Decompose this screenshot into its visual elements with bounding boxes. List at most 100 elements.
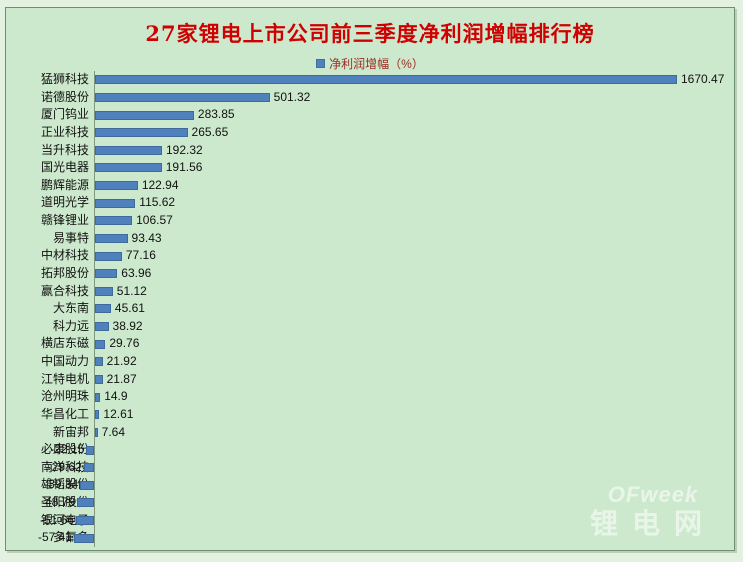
bar bbox=[95, 269, 118, 279]
bar bbox=[95, 75, 677, 85]
bar-row: 圣阳股份 -48.79 bbox=[6, 494, 734, 512]
value-label: -29.62 bbox=[47, 459, 82, 474]
bar bbox=[95, 251, 122, 261]
bar bbox=[95, 92, 270, 102]
category-label: 雄韬股份 bbox=[40, 477, 89, 492]
category-label: 易事特 bbox=[52, 230, 89, 245]
bar-row: 科力远 38.92 bbox=[6, 318, 734, 336]
category-label: 南洋科技 bbox=[40, 459, 89, 474]
category-label: 猛狮科技 bbox=[40, 72, 89, 86]
bar bbox=[95, 233, 128, 243]
bar bbox=[77, 498, 94, 508]
value-label: 93.43 bbox=[131, 230, 162, 245]
category-label: 沧州明珠 bbox=[40, 389, 89, 404]
bar bbox=[95, 216, 133, 226]
value-label: 106.57 bbox=[136, 213, 173, 228]
category-label: 中材科技 bbox=[40, 248, 89, 263]
value-label: -48.79 bbox=[40, 495, 76, 510]
category-label: 当升科技 bbox=[40, 142, 89, 157]
value-label: 63.96 bbox=[121, 265, 152, 280]
category-label: 国光电器 bbox=[40, 160, 89, 175]
value-label: 501.32 bbox=[273, 89, 311, 104]
value-label: 21.87 bbox=[106, 371, 137, 386]
value-label: 14.9 bbox=[104, 389, 128, 404]
bar-row: 当升科技 192.32 bbox=[6, 142, 734, 160]
value-label: -51.66 bbox=[39, 512, 75, 527]
bar bbox=[95, 163, 162, 173]
plot-area: 猛狮科技 1670.47 诺德股份 501.32 厦门钨业 283.85 正业科技 265.6… bbox=[6, 71, 734, 547]
value-label: 51.12 bbox=[116, 283, 147, 298]
category-label: 圣阳股份 bbox=[40, 495, 89, 510]
bar bbox=[95, 198, 136, 208]
value-label: 115.62 bbox=[139, 195, 176, 210]
category-label: 新宙邦 bbox=[52, 424, 89, 439]
value-label: 1670.47 bbox=[681, 72, 725, 86]
watermark: OFweek 锂电网 bbox=[590, 484, 716, 540]
value-label: 21.92 bbox=[106, 354, 137, 369]
category-axis-line bbox=[94, 71, 95, 547]
value-label: 45.61 bbox=[114, 301, 145, 316]
value-label: 38.92 bbox=[112, 318, 143, 333]
value-label: 29.76 bbox=[109, 336, 140, 351]
bar-row: 赣锋锂业 106.57 bbox=[6, 212, 734, 230]
watermark-site-name: 锂电网 bbox=[589, 508, 716, 539]
bar-row: 赢合科技 51.12 bbox=[6, 283, 734, 301]
bar bbox=[95, 322, 109, 332]
category-label: 华昌化工 bbox=[40, 406, 89, 421]
bar bbox=[95, 339, 106, 349]
bar bbox=[95, 357, 103, 367]
bar-row: 多氟多 -57.41 bbox=[6, 529, 734, 547]
category-label: 大东南 bbox=[52, 301, 89, 316]
category-label: 必康股份 bbox=[40, 442, 89, 457]
category-label: 道明光学 bbox=[40, 195, 89, 210]
category-label: 横店东磁 bbox=[40, 336, 89, 351]
value-label: 77.16 bbox=[125, 248, 156, 263]
bar bbox=[95, 145, 162, 155]
bar-row: 鹏辉能源 122.94 bbox=[6, 177, 734, 195]
watermark-brand: OFweek bbox=[607, 482, 699, 507]
bar-row: 国光电器 191.56 bbox=[6, 159, 734, 177]
bar-row: 猛狮科技 1670.47 bbox=[6, 71, 734, 89]
bar-row: 道明光学 115.62 bbox=[6, 194, 734, 212]
bar bbox=[95, 410, 100, 420]
bar-row: 雄韬股份 -39.34 bbox=[6, 476, 734, 494]
bar-row: 大东南 45.61 bbox=[6, 300, 734, 318]
chart-frame: 27家锂电上市公司前三季度净利润增幅排行榜 净利润增幅（%） 猛狮科技 1670.… bbox=[5, 7, 735, 551]
category-label: 赢合科技 bbox=[40, 283, 89, 298]
bar bbox=[95, 181, 138, 191]
category-label: 江特电机 bbox=[40, 371, 89, 386]
value-label: 122.94 bbox=[141, 177, 179, 192]
bar bbox=[95, 304, 111, 314]
legend-label: 净利润增幅（%） bbox=[329, 57, 424, 71]
bar bbox=[80, 480, 94, 490]
bar bbox=[86, 445, 94, 455]
bar bbox=[95, 110, 194, 120]
bar-row: 江特电机 21.87 bbox=[6, 371, 734, 389]
bar bbox=[73, 533, 94, 543]
value-label: -57.41 bbox=[37, 530, 72, 545]
bar bbox=[95, 427, 98, 437]
category-label: 科力远 bbox=[52, 318, 89, 333]
value-label: 283.85 bbox=[197, 107, 235, 122]
bar-row: 正业科技 265.65 bbox=[6, 124, 734, 142]
value-label: -39.34 bbox=[44, 477, 79, 492]
bar-row: 拓邦股份 63.96 bbox=[6, 265, 734, 283]
bar-row: 南洋科技 -29.62 bbox=[6, 459, 734, 477]
bar-row: 必康股份 -22.15 bbox=[6, 441, 734, 459]
category-label: 拓邦股份 bbox=[40, 265, 89, 280]
value-label: -22.15 bbox=[50, 442, 85, 457]
value-label: 265.65 bbox=[191, 124, 229, 139]
bar bbox=[95, 286, 113, 296]
value-label: 12.61 bbox=[103, 406, 134, 421]
bar bbox=[83, 463, 94, 473]
bar-row: 中国动力 21.92 bbox=[6, 353, 734, 371]
bar-row: 易事特 93.43 bbox=[6, 230, 734, 248]
value-label: 191.56 bbox=[165, 160, 203, 175]
bar-row: 新宙邦 7.64 bbox=[6, 424, 734, 442]
bar-row: 厦门钨业 283.85 bbox=[6, 106, 734, 124]
value-label: 192.32 bbox=[166, 142, 203, 157]
bar-row: 诺德股份 501.32 bbox=[6, 89, 734, 107]
bar-row: 银河电子 -51.66 bbox=[6, 512, 734, 530]
legend-swatch-icon bbox=[316, 59, 326, 68]
bar-row: 中材科技 77.16 bbox=[6, 247, 734, 265]
